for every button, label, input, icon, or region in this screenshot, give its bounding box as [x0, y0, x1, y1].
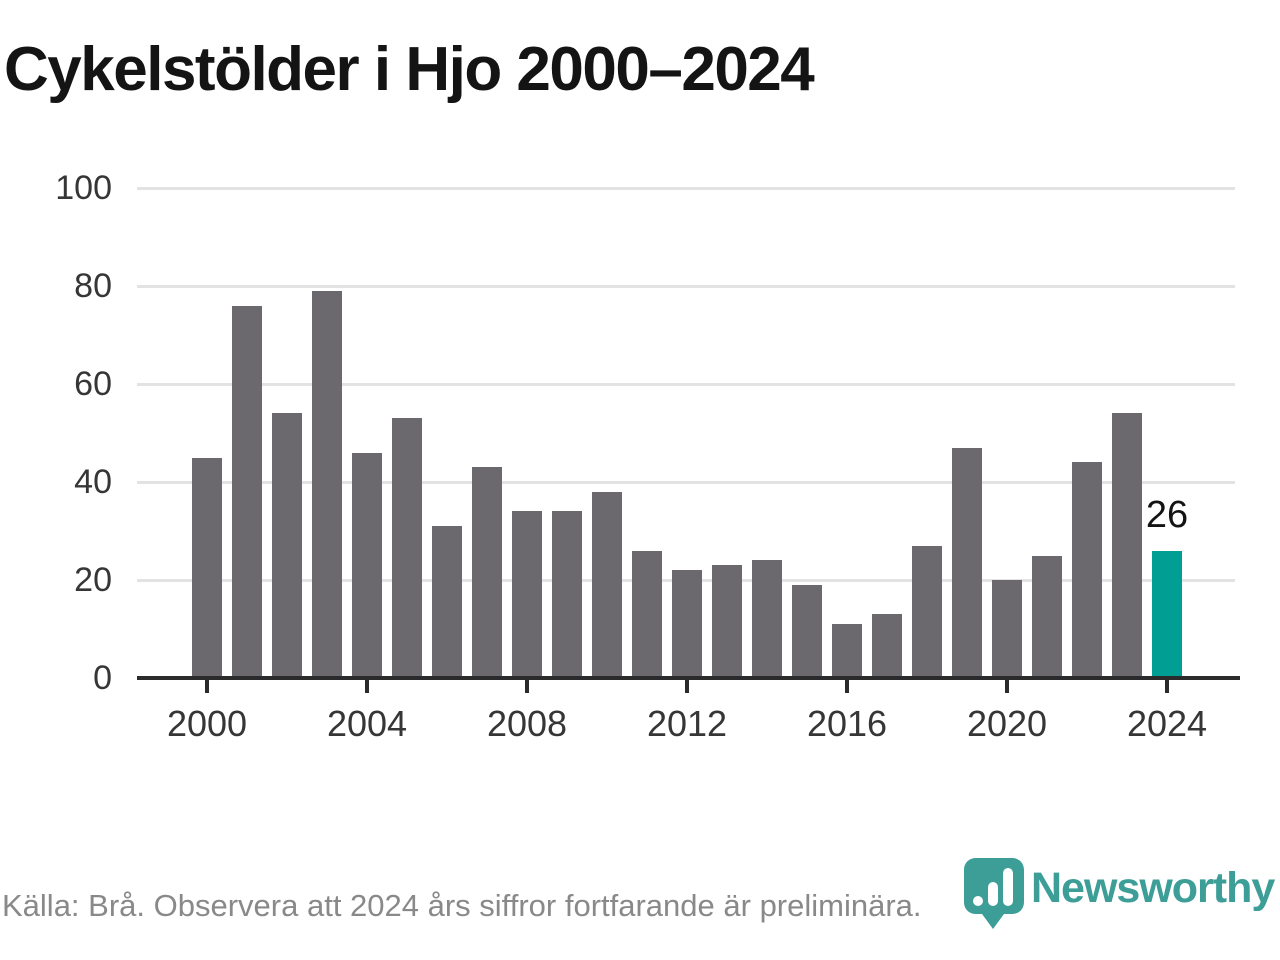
source-note: Källa: Brå. Observera att 2024 års siffr… — [2, 888, 922, 923]
newsworthy-wordmark: Newsworthy — [1031, 864, 1275, 912]
gridline-40 — [137, 481, 1235, 484]
y-tick-label-100: 100 — [55, 169, 112, 207]
bar-value-label-2024: 26 — [1145, 493, 1189, 536]
bar-2005 — [392, 418, 422, 678]
bar-chart: 0 20 40 60 80 100 2000 2004 2008 2012 2016 2020 2024… — [55, 169, 1240, 744]
gridline-80 — [137, 285, 1235, 288]
x-tick-2020 — [1005, 680, 1009, 693]
gridline-60 — [137, 383, 1235, 386]
bar-2022 — [1072, 462, 1102, 678]
y-tick-label-40: 40 — [74, 463, 112, 501]
x-tick-2000 — [205, 680, 209, 693]
bar-2009 — [552, 511, 582, 678]
x-tick-label-2012: 2012 — [646, 703, 728, 744]
bar-2004 — [352, 452, 382, 678]
x-tick-label-2008: 2008 — [486, 703, 568, 744]
newsworthy-logo: Newsworthy — [963, 858, 1275, 930]
x-tick-2012 — [685, 680, 689, 693]
x-tick-label-2000: 2000 — [166, 703, 248, 744]
bar-2003 — [312, 290, 342, 678]
newsworthy-pin-icon — [964, 858, 1024, 929]
bar-2010 — [592, 491, 622, 678]
x-tick-label-2024: 2024 — [1126, 703, 1208, 744]
gridline-100 — [137, 187, 1235, 190]
bar-2008 — [512, 511, 542, 678]
x-tick-label-2004: 2004 — [326, 703, 408, 744]
bar-2019 — [952, 447, 982, 678]
bar-2015 — [792, 584, 822, 678]
bar-2021 — [1032, 555, 1062, 678]
bar-2017 — [872, 614, 902, 678]
bar-2023 — [1112, 413, 1142, 678]
bar-2012 — [672, 570, 702, 678]
bar-2020 — [992, 580, 1022, 678]
bar-2018 — [912, 545, 942, 678]
bar-2000 — [192, 457, 222, 678]
x-tick-2016 — [845, 680, 849, 693]
y-tick-label-20: 20 — [74, 561, 112, 599]
x-tick-2004 — [365, 680, 369, 693]
bar-2002 — [272, 413, 302, 678]
bar-2013 — [712, 565, 742, 678]
y-tick-label-80: 80 — [74, 267, 112, 305]
y-tick-label-0: 0 — [93, 659, 112, 697]
bar-2011 — [632, 550, 662, 678]
bar-2006 — [432, 526, 462, 678]
y-tick-label-60: 60 — [74, 365, 112, 403]
x-tick-label-2016: 2016 — [806, 703, 888, 744]
bar-2014 — [752, 560, 782, 678]
x-tick-label-2020: 2020 — [966, 703, 1048, 744]
page-title: Cykelstölder i Hjo 2000–2024 — [4, 35, 815, 104]
x-axis-line — [137, 676, 1240, 680]
bar-2016 — [832, 624, 862, 678]
bar-2001 — [232, 305, 262, 678]
bar-2007 — [472, 467, 502, 678]
x-tick-2008 — [525, 680, 529, 693]
x-tick-2024 — [1165, 680, 1169, 693]
bar-2024 — [1152, 550, 1182, 678]
